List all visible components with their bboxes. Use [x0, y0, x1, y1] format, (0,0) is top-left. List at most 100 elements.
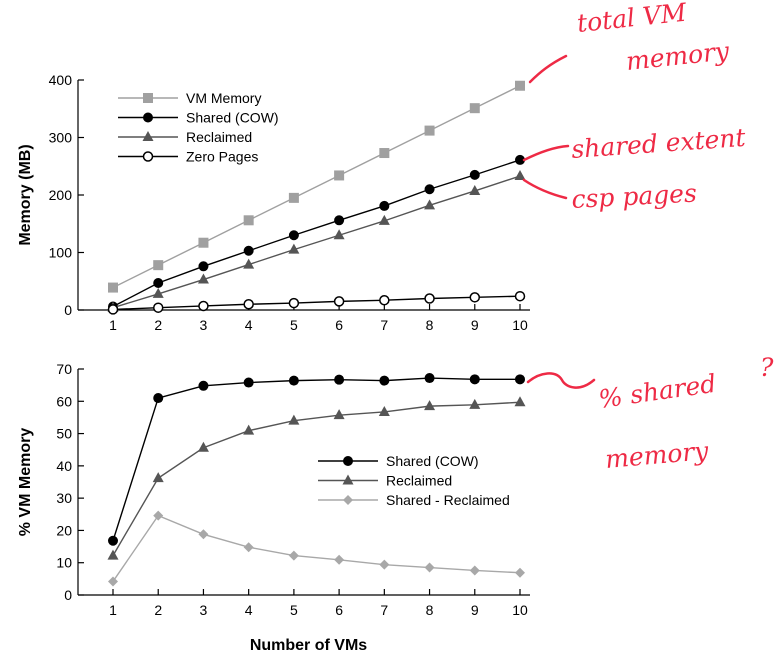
- top-y-tick-label: 300: [49, 130, 73, 146]
- bottom-series-line: [112, 514, 521, 582]
- bottom-data-point: [152, 472, 164, 483]
- top-data-point: [379, 148, 390, 159]
- bottom-data-point: [198, 529, 209, 540]
- top-data-point: [153, 277, 164, 288]
- top-x-tick-label: 7: [380, 317, 388, 333]
- top-data-point: [243, 215, 254, 226]
- top-legend-marker: [142, 131, 154, 141]
- bottom-data-point: [379, 375, 390, 386]
- top-x-tick-label: 5: [290, 317, 298, 333]
- top-series-line: [112, 175, 521, 309]
- annotation-csp-pages: csp pages: [571, 178, 698, 214]
- bottom-data-point: [288, 550, 299, 561]
- top-x-tick-label: 4: [245, 317, 253, 333]
- bottom-x-tick-label: 7: [380, 602, 388, 618]
- bottom-data-point: [108, 535, 118, 546]
- top-series-2: [107, 170, 526, 312]
- bottom-data-point: [153, 510, 164, 521]
- bottom-data-point: [424, 400, 436, 411]
- annotation-shared-extent: shared extent: [570, 123, 747, 164]
- top-x-tick-label: 10: [512, 317, 528, 333]
- top-series-line: [112, 295, 521, 311]
- top-x-tick-label: 8: [426, 317, 434, 333]
- bottom-x-tick-label: 1: [109, 602, 117, 618]
- top-data-point: [424, 293, 435, 304]
- top-data-point: [288, 297, 300, 309]
- top-x-tick-label: 9: [471, 317, 479, 333]
- top-axes: 0 100 200 300 400 1 2 3 4 5 6 7 8 9 10 Memory (MB): [17, 72, 530, 333]
- bottom-legend-marker: [343, 495, 353, 505]
- bottom-series-2: [108, 510, 525, 587]
- top-x-tick-label: 2: [154, 317, 162, 333]
- top-data-point: [378, 214, 390, 225]
- annotation-total-vm-line2: memory: [625, 36, 732, 76]
- top-data-point: [288, 230, 299, 241]
- top-data-point: [333, 229, 345, 240]
- top-data-point: [515, 80, 525, 91]
- bottom-x-tick-label: 2: [154, 602, 162, 618]
- top-data-point: [333, 296, 345, 307]
- bottom-legend: Shared (COW) Reclaimed Shared - Reclaimed: [318, 453, 510, 508]
- arrow-shared-extent: [522, 144, 570, 162]
- top-data-point: [243, 258, 255, 269]
- bottom-y-tick-label: 40: [56, 458, 72, 474]
- bottom-data-point: [515, 567, 525, 578]
- bottom-data-point: [378, 405, 390, 416]
- top-data-point: [108, 282, 118, 293]
- top-data-point: [515, 154, 525, 165]
- bottom-y-tick-label: 20: [56, 522, 72, 538]
- bottom-series-line: [112, 377, 520, 541]
- bottom-x-axis-title: Number of VMs: [250, 637, 367, 654]
- top-data-point: [153, 260, 164, 271]
- top-y-tick-label: 100: [49, 245, 73, 261]
- top-series-line: [112, 159, 521, 308]
- bottom-x-tick-label: 10: [512, 602, 528, 618]
- bottom-x-tick-label: 6: [335, 602, 343, 618]
- top-series-0: [108, 80, 525, 293]
- top-data-point: [469, 169, 480, 180]
- top-data-point: [198, 237, 209, 248]
- bottom-data-point: [515, 374, 525, 385]
- annotation-total-vm-line1: total VM: [576, 0, 689, 38]
- top-data-point: [243, 299, 254, 310]
- bottom-data-point: [424, 373, 435, 384]
- top-data-point: [469, 103, 480, 114]
- top-data-point: [107, 304, 119, 315]
- bottom-data-point: [243, 424, 255, 435]
- top-legend-marker: [143, 112, 153, 123]
- bottom-data-point: [469, 565, 480, 576]
- bottom-x-tick-label: 9: [471, 602, 479, 618]
- bottom-data-point: [197, 441, 209, 452]
- bottom-legend-label: Reclaimed: [386, 473, 452, 489]
- top-data-point: [424, 199, 436, 210]
- bottom-x-tick-label: 3: [200, 602, 208, 618]
- top-data-point: [152, 287, 164, 298]
- top-x-tick-label: 6: [335, 317, 343, 333]
- annotation-pct-shared-line2: memory: [604, 436, 710, 474]
- squiggle-pct-shared: [526, 372, 596, 389]
- top-y-tick-label: 400: [49, 72, 73, 88]
- bottom-x-tick-label: 8: [426, 602, 434, 618]
- memory-chart: 0 100 200 300 400 1 2 3 4 5 6 7 8 9 10 Memory (MB) VM Me…: [17, 72, 530, 333]
- bottom-legend-label: Shared - Reclaimed: [386, 492, 510, 508]
- top-data-point: [198, 261, 209, 272]
- bottom-y-tick-label: 30: [56, 490, 72, 506]
- bottom-legend-marker: [343, 456, 353, 466]
- arrow-csp-pages: [522, 178, 568, 200]
- bottom-x-tick-label: 4: [245, 602, 253, 618]
- bottom-data-point: [243, 377, 254, 388]
- bottom-y-tick-label: 0: [64, 587, 72, 603]
- top-data-point: [424, 125, 435, 136]
- top-series-3: [107, 290, 526, 315]
- arrow-total-vm-memory: [528, 54, 568, 84]
- bottom-data-point: [379, 559, 390, 570]
- bottom-data-point: [198, 380, 209, 391]
- bottom-data-point: [288, 375, 299, 386]
- top-data-point: [198, 300, 209, 312]
- top-data-point: [424, 184, 435, 195]
- bottom-legend-marker: [342, 474, 354, 485]
- top-legend-label: Zero Pages: [186, 149, 258, 165]
- top-legend-marker: [143, 93, 153, 103]
- bottom-series-line: [112, 401, 521, 556]
- bottom-data-point: [334, 374, 345, 385]
